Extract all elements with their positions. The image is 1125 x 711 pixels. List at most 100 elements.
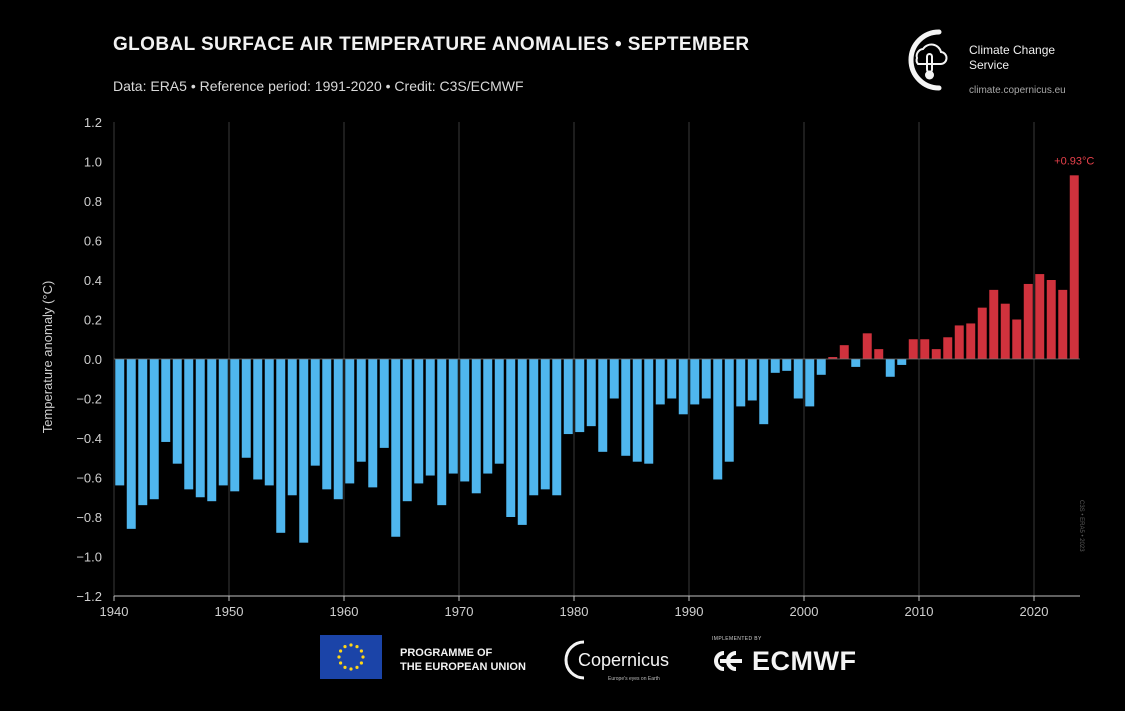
- y-tick-label: −0.2: [76, 392, 102, 407]
- chart-title: GLOBAL SURFACE AIR TEMPERATURE ANOMALIES…: [113, 34, 750, 55]
- bar-1992: [713, 359, 723, 480]
- max-value-annotation: +0.93°C: [1054, 155, 1094, 167]
- bar-1979: [563, 359, 573, 435]
- bar-1981: [586, 359, 596, 427]
- bar-1975: [517, 359, 527, 525]
- y-tick-label: −0.4: [76, 431, 102, 446]
- eu-star-icon: [349, 667, 353, 671]
- bar-1984: [621, 359, 631, 456]
- footer-logos: PROGRAMME OF THE EUROPEAN UNION Copernic…: [0, 620, 1125, 700]
- anomaly-bar-chart: 1940 1950 1960 1970 1980 1990 2000 2010 2020 1.2 1…: [40, 115, 1094, 619]
- brand-url: climate.copernicus.eu: [969, 85, 1066, 96]
- bar-1943: [149, 359, 159, 500]
- bar-1982: [598, 359, 608, 452]
- bar-1976: [529, 359, 539, 496]
- y-tick-label: −1.0: [76, 550, 102, 565]
- bar-1955: [287, 359, 297, 496]
- bar-1999: [793, 359, 803, 399]
- bar-1956: [299, 359, 309, 543]
- implemented-by-label: IMPLEMENTED BY: [712, 636, 762, 642]
- bar-1945: [172, 359, 182, 464]
- eu-programme-label: PROGRAMME OF THE EUROPEAN UNION: [400, 647, 526, 673]
- bar-2015: [977, 307, 987, 359]
- bar-1987: [655, 359, 665, 405]
- x-tick-label: 1940: [100, 604, 129, 619]
- bar-1940: [115, 359, 125, 486]
- eu-star-icon: [339, 661, 343, 665]
- eu-flag-icon: [320, 635, 382, 679]
- y-axis-label: Temperature anomaly (°C): [40, 281, 55, 434]
- bar-2019: [1023, 283, 1033, 359]
- bar-1991: [701, 359, 711, 399]
- bar-1965: [402, 359, 412, 502]
- eu-star-icon: [337, 655, 341, 659]
- eu-star-icon: [349, 643, 353, 647]
- copernicus-tagline: Europe's eyes on Earth: [608, 676, 660, 682]
- bar-2020: [1035, 274, 1045, 359]
- bar-1950: [230, 359, 240, 492]
- x-tick-label: 1970: [445, 604, 474, 619]
- axis-ticks: 1940 1950 1960 1970 1980 1990 2000 2010 2020 1.2 1…: [76, 115, 1048, 619]
- bar-1990: [690, 359, 700, 405]
- bar-2003: [839, 345, 849, 359]
- bar-2001: [816, 359, 826, 375]
- bar-2022: [1058, 289, 1068, 359]
- ecmwf-emblem-icon: [714, 651, 742, 671]
- eu-star-icon: [355, 645, 359, 649]
- brand-name: Climate Change Service: [969, 43, 1056, 72]
- copernicus-logo: Copernicus Europe's eyes on Earth: [564, 640, 669, 682]
- y-tick-label: −0.8: [76, 510, 102, 525]
- bar-1970: [460, 359, 470, 482]
- bar-2002: [828, 357, 838, 359]
- bar-2000: [805, 359, 815, 407]
- bar-1968: [437, 359, 447, 506]
- bar-2011: [931, 349, 941, 359]
- ecmwf-wordmark: ECMWF: [752, 646, 857, 676]
- bar-1969: [448, 359, 458, 474]
- bar-2013: [954, 325, 964, 359]
- y-tick-label: 1.2: [84, 115, 102, 130]
- bar-2010: [920, 339, 930, 359]
- bar-2017: [1000, 303, 1010, 359]
- bar-series: [115, 175, 1079, 543]
- bar-1957: [310, 359, 320, 466]
- bar-1983: [609, 359, 619, 399]
- bar-1948: [207, 359, 217, 502]
- bar-1973: [494, 359, 504, 464]
- bar-1988: [667, 359, 677, 399]
- x-tick-label: 2010: [905, 604, 934, 619]
- bar-2007: [885, 359, 895, 377]
- eu-star-icon: [361, 655, 365, 659]
- bar-1980: [575, 359, 585, 433]
- x-tick-label: 1990: [675, 604, 704, 619]
- bar-1971: [471, 359, 481, 494]
- y-tick-label: 0.0: [84, 352, 102, 367]
- bar-1941: [126, 359, 136, 529]
- bar-1954: [276, 359, 286, 533]
- y-tick-label: 0.6: [84, 234, 102, 249]
- chart-subtitle: Data: ERA5 • Reference period: 1991-2020…: [113, 78, 524, 94]
- eu-star-icon: [339, 649, 343, 653]
- bar-1967: [425, 359, 435, 476]
- x-tick-label: 1960: [330, 604, 359, 619]
- bar-2008: [897, 359, 907, 365]
- ecmwf-logo: IMPLEMENTED BY ECMWF: [712, 636, 882, 682]
- bar-1959: [333, 359, 343, 500]
- bar-1953: [264, 359, 274, 486]
- bar-1996: [759, 359, 769, 425]
- bar-1985: [632, 359, 642, 462]
- x-tick-label: 1950: [215, 604, 244, 619]
- bar-1951: [241, 359, 251, 458]
- bar-2004: [851, 359, 861, 367]
- bar-1989: [678, 359, 688, 415]
- climate-change-service-logo: [908, 29, 948, 91]
- x-tick-label: 1980: [560, 604, 589, 619]
- bar-1974: [506, 359, 516, 517]
- copernicus-wordmark: Copernicus: [578, 650, 669, 670]
- bar-1993: [724, 359, 734, 462]
- bar-2005: [862, 333, 872, 359]
- bar-2014: [966, 323, 976, 359]
- bar-1962: [368, 359, 378, 488]
- bar-1998: [782, 359, 792, 371]
- bar-2012: [943, 337, 953, 359]
